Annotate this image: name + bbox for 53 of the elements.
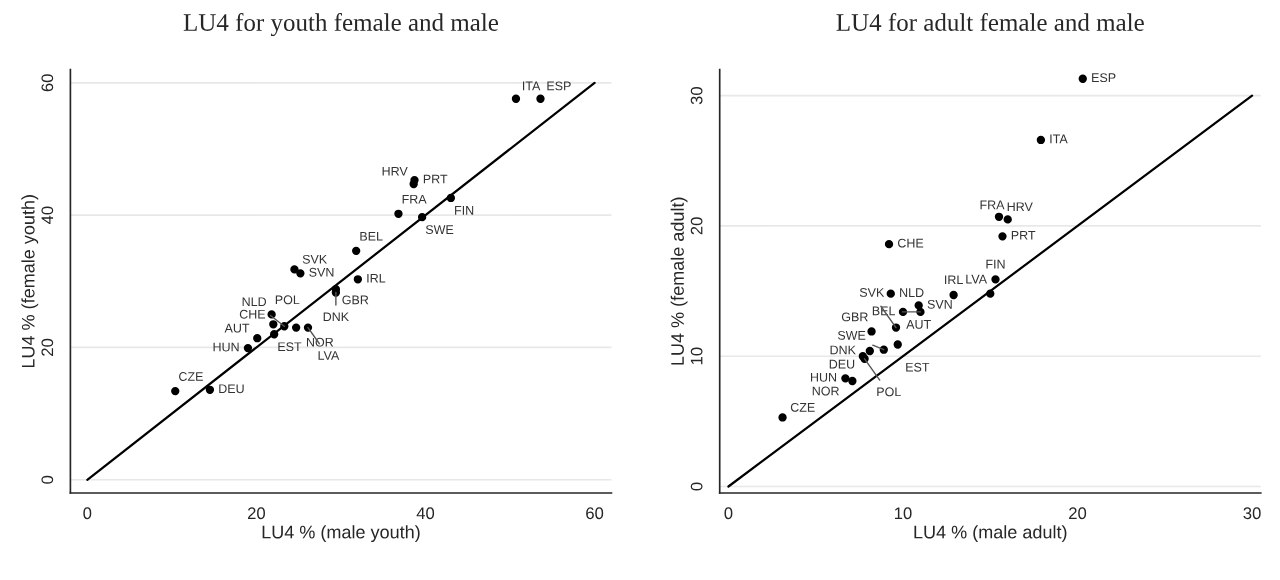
x-tick-label: 20 xyxy=(247,507,266,520)
point xyxy=(986,289,995,298)
point xyxy=(352,246,361,256)
point xyxy=(778,413,787,422)
chart-title: LU4 for adult female and male xyxy=(836,13,1144,31)
point xyxy=(394,209,403,218)
point xyxy=(446,193,456,203)
y-tick-label: 20 xyxy=(690,217,703,235)
point xyxy=(353,275,363,284)
x-tick-label: 0 xyxy=(724,507,733,520)
x-tick-label: 40 xyxy=(416,507,435,520)
point xyxy=(867,327,876,336)
y-axis-title: LU4 % (female youth) xyxy=(21,195,39,368)
x-axis-title: LU4 % (male adult) xyxy=(914,525,1067,543)
point xyxy=(886,289,895,298)
point xyxy=(991,275,1000,284)
point xyxy=(994,212,1004,221)
point xyxy=(1003,215,1012,224)
point xyxy=(848,376,857,386)
point xyxy=(171,386,180,396)
x-tick-label: 20 xyxy=(1069,507,1087,520)
point xyxy=(205,385,215,394)
y-tick-label: 10 xyxy=(690,347,703,365)
point xyxy=(417,212,427,222)
point xyxy=(1078,74,1087,83)
x-tick-label: 0 xyxy=(83,507,92,520)
point xyxy=(269,330,279,339)
x-tick-label: 60 xyxy=(586,507,604,520)
point xyxy=(841,374,850,383)
point xyxy=(290,265,299,274)
point xyxy=(253,334,262,343)
point xyxy=(893,340,902,349)
point xyxy=(998,232,1007,241)
y-axis-title: LU4 % (female adult) xyxy=(670,197,688,365)
point xyxy=(884,240,894,249)
point xyxy=(296,269,305,278)
chart-title: LU4 for youth female and male xyxy=(183,13,499,37)
point xyxy=(243,343,253,353)
point xyxy=(536,94,545,103)
point xyxy=(291,323,301,332)
y-tick-label: 0 xyxy=(690,482,703,491)
point xyxy=(949,290,958,300)
y-tick-label: 40 xyxy=(41,206,54,225)
x-tick-label: 30 xyxy=(1243,507,1261,520)
y-tick-label: 30 xyxy=(690,87,703,105)
y-tick-label: 0 xyxy=(41,475,54,484)
point xyxy=(1036,135,1046,145)
y-tick-label: 60 xyxy=(41,74,54,92)
y-tick-label: 20 xyxy=(41,338,54,356)
x-tick-label: 10 xyxy=(894,507,912,520)
point xyxy=(865,346,874,356)
point xyxy=(511,94,521,103)
x-axis-title: LU4 % (male youth) xyxy=(262,525,420,543)
